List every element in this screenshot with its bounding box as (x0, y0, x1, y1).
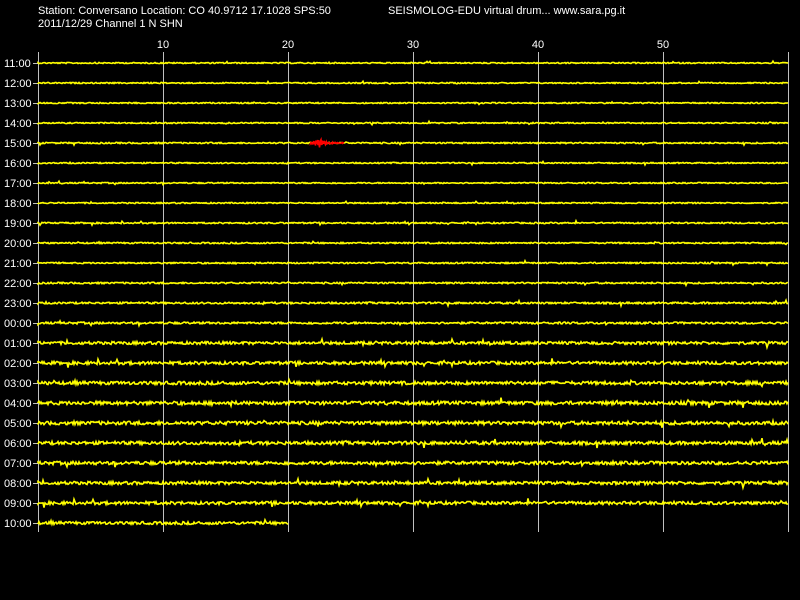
row-time-label: 06:00 (4, 438, 32, 450)
trace-row (37, 318, 789, 329)
trace-row (37, 199, 789, 206)
row-time-label: 09:00 (4, 498, 32, 510)
trace-row (37, 436, 789, 449)
trace-row (37, 59, 789, 65)
row-time-label: 22:00 (4, 278, 32, 290)
trace-row (37, 517, 289, 527)
row-time-label: 23:00 (4, 298, 32, 310)
row-time-label: 18:00 (4, 198, 32, 210)
trace-row (37, 240, 789, 246)
trace-row (37, 336, 789, 351)
x-tick-label: 30 (407, 39, 419, 51)
x-tick-label: 20 (282, 39, 294, 51)
date-channel-info: 2011/12/29 Channel 1 N SHN (38, 18, 183, 30)
row-time-label: 13:00 (4, 98, 32, 110)
row-time-label: 11:00 (4, 58, 31, 70)
trace-row (37, 298, 789, 309)
row-time-label: 05:00 (4, 418, 32, 430)
brand-info: SEISMOLOG-EDU virtual drum... www.sara.p… (388, 5, 626, 17)
row-time-label: 21:00 (4, 258, 32, 270)
row-time-label: 07:00 (4, 458, 32, 470)
trace-row (37, 179, 789, 187)
x-tick-label: 40 (532, 39, 544, 51)
row-time-label: 01:00 (4, 338, 32, 350)
trace-row (37, 417, 789, 430)
row-time-label: 19:00 (4, 218, 32, 230)
row-time-label: 08:00 (4, 478, 32, 490)
trace-row (37, 119, 789, 127)
trace-row (37, 475, 789, 491)
row-time-label: 15:00 (4, 138, 32, 150)
trace-row (37, 496, 789, 510)
row-time-label: 14:00 (4, 118, 32, 130)
trace-row (37, 459, 789, 470)
trace-row (37, 280, 789, 288)
row-time-label: 02:00 (4, 358, 32, 370)
trace-row (37, 159, 789, 167)
trace-row (37, 79, 789, 86)
row-time-label: 16:00 (4, 158, 32, 170)
station-info: Station: Conversano Location: CO 40.9712… (38, 5, 331, 17)
event-signal (309, 136, 345, 148)
row-time-label: 12:00 (4, 78, 32, 90)
trace-row (37, 258, 789, 267)
row-time-label: 10:00 (4, 518, 32, 530)
trace-row (37, 356, 789, 370)
row-time-label: 04:00 (4, 398, 32, 410)
trace-row (37, 376, 789, 389)
x-tick-label: 10 (157, 39, 169, 51)
x-tick-label: 50 (657, 39, 669, 51)
trace-row (37, 397, 789, 409)
trace-row (37, 100, 789, 106)
row-time-label: 00:00 (4, 318, 32, 330)
row-time-label: 17:00 (4, 178, 32, 190)
row-time-label: 20:00 (4, 238, 32, 250)
row-time-label: 03:00 (4, 378, 32, 390)
trace-row (37, 218, 789, 228)
trace-row (37, 141, 789, 147)
